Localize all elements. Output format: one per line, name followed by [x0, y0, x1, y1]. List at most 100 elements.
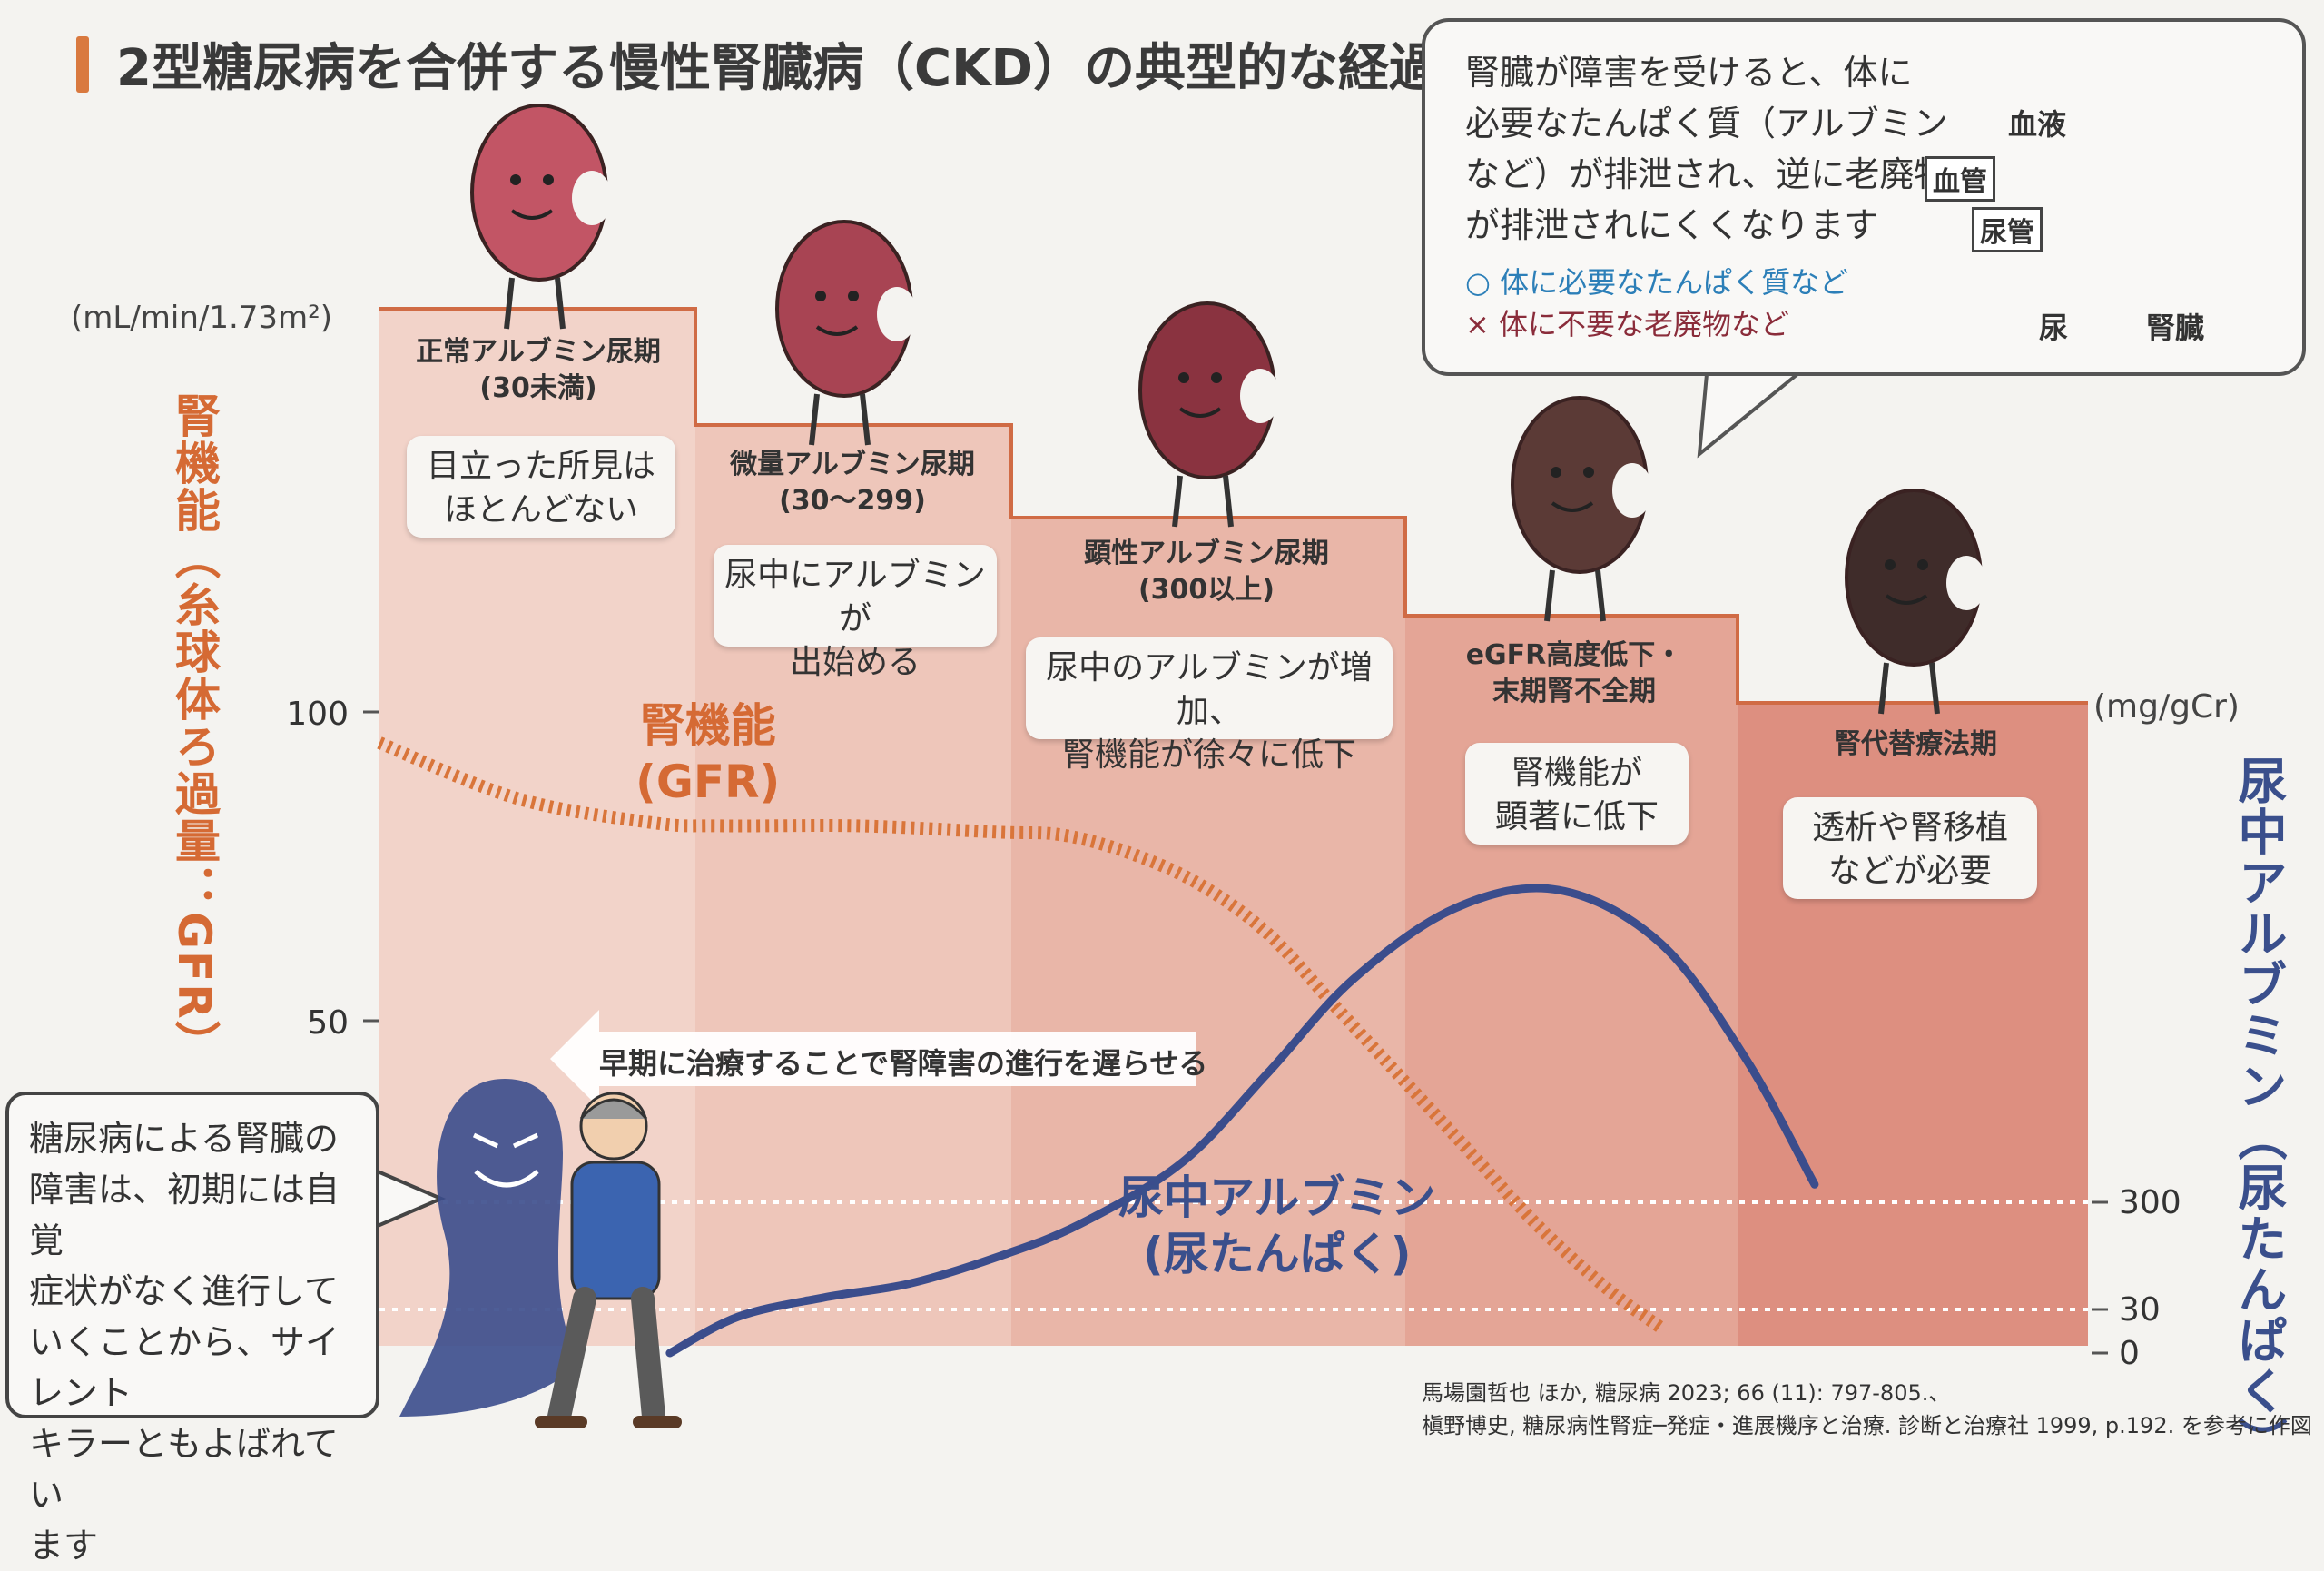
ckd-figure: 2型糖尿病を合併する慢性腎臓病（CKD）の典型的な経過 100 50 300 30 0 …: [5, 18, 2312, 1566]
albumin-label-line-1: 尿中アルブミン: [1118, 1171, 1436, 1224]
ghost-grin: [474, 1170, 539, 1188]
early-treatment-arrow: [550, 1010, 1196, 1108]
kidney-mouth: [1551, 501, 1594, 512]
callout-top-tail: [1697, 372, 1803, 459]
man-sweater: [570, 1161, 661, 1300]
anxious-kidney-icon: [1138, 301, 1280, 528]
stage-4-note-line-1: 腎機能が: [1511, 755, 1642, 792]
kidney-eye-left: [815, 291, 826, 301]
kidney-eye-right: [543, 174, 554, 185]
stage-5-note: 透析や腎移植 などが必要: [1783, 797, 2037, 899]
callout-left-line-2: 障害は、初期には自覚: [29, 1170, 340, 1260]
stage-3-name: 顕性アルブミン尿期: [1084, 538, 1329, 569]
ghost-icon: [399, 1079, 581, 1417]
stage-4-bar: [1405, 616, 1738, 1346]
kidney-diagram-kidney-label: 腎臓: [2146, 311, 2205, 345]
kidney-leg-right: [860, 393, 871, 446]
staircase-outline: [379, 307, 2088, 705]
stage-3-note: 尿中のアルブミンが増加、 腎機能が徐々に低下: [1026, 637, 1393, 774]
gfr-series-label: 腎機能 (GFR): [635, 697, 780, 810]
legend-waste: × 体に不要な老廃物など: [1465, 307, 1789, 341]
left-axis-units: (mL/min/1.73m²): [71, 300, 333, 336]
kidney-eye-right: [848, 291, 859, 301]
kidney-leg-right: [1223, 475, 1234, 528]
stage-1-range: (30未満): [479, 372, 597, 404]
right-axis-units: (mg/gCr): [2093, 688, 2240, 726]
callout-left-line-4: いくことから、サイレント: [29, 1322, 340, 1413]
kidney-leg-right: [1929, 662, 1940, 715]
kidney-notch: [1946, 556, 1986, 610]
stage-1-label: 正常アルブミン尿期 (30未満): [379, 334, 697, 407]
stage-3-note-line-1: 尿中のアルブミンが増加、: [1046, 649, 1373, 730]
right-tick-label-30: 30: [2119, 1291, 2161, 1329]
callout-left-line-1: 糖尿病による腎臓の: [29, 1119, 339, 1159]
legend-needed-protein: ○ 体に必要なたんぱく質など: [1465, 265, 1849, 300]
kidney-explanation-callout: 腎臓が障害を受けると、体に 必要なたんぱく質（アルブミン など）が排泄され、逆に…: [1422, 18, 2306, 376]
silent-killer-callout: 糖尿病による腎臓の 障害は、初期には自覚 症状がなく進行して いくことから、サイ…: [5, 1092, 379, 1566]
albumin-series-label: 尿中アルブミン (尿たんぱく): [1118, 1170, 1436, 1282]
kidney-mouth: [1885, 594, 1928, 605]
stage-1-note-line-2: ほとんどない: [443, 491, 639, 529]
stage-4-note: 腎機能が 顕著に低下: [1465, 743, 1689, 845]
stage-2-name: 微量アルブミン尿期: [730, 449, 975, 480]
kidney-eye-left: [1551, 467, 1561, 478]
stage-3-note-line-2: 腎機能が徐々に低下: [1061, 736, 1356, 774]
left-axis-label: 腎機能（糸球体ろ過量：GFR）: [168, 392, 221, 1068]
stage-5-note-line-1: 透析や腎移植: [1811, 809, 2008, 846]
kidney-diagram-ureter-label: 尿管: [1972, 207, 2043, 252]
kidney-notch: [572, 171, 612, 225]
stage-2-note-line-1: 尿中にアルブミンが: [724, 557, 986, 637]
stage-2-note: 尿中にアルブミンが 出始める: [714, 545, 997, 681]
stage-4-range: 末期腎不全期: [1492, 676, 1656, 707]
callout-top-line-3: など）が排泄され、逆に老廃物: [1465, 154, 1949, 194]
stage-2-note-line-2: 出始める: [789, 644, 921, 681]
kidney-leg-left: [504, 277, 515, 330]
callout-left-line-3: 症状がなく進行して: [29, 1271, 339, 1311]
kidney-leg-right: [555, 277, 566, 330]
stage-1-note-line-1: 目立った所見は: [426, 448, 655, 485]
kidney-leg-right: [1595, 569, 1606, 622]
right-axis-label: 尿中アルブミン（尿たんぱく）: [2230, 756, 2287, 1467]
callout-top-text: 腎臓が障害を受けると、体に 必要なたんぱく質（アルブミン など）が排泄され、逆に…: [1465, 47, 1948, 251]
kidney-mouth: [1178, 407, 1222, 418]
kidney-leg-left: [1544, 569, 1555, 622]
page-title: 2型糖尿病を合併する慢性腎臓病（CKD）の典型的な経過: [116, 39, 1440, 98]
man-hair: [579, 1098, 648, 1120]
stage-1-note: 目立った所見は ほとんどない: [407, 436, 675, 538]
dizzy-kidney-icon: [1511, 396, 1652, 622]
exhausted-kidney-icon: [1845, 489, 1986, 715]
kidney-eye-right: [1211, 372, 1222, 383]
stage-4-label: eGFR高度低下・ 末期腎不全期: [1411, 637, 1738, 710]
reference-citation: 馬場園哲也 ほか, 糖尿病 2023; 66 (11): 797-805.、 槇…: [1422, 1377, 2312, 1442]
gfr-label-line-2: (GFR): [635, 756, 781, 808]
stage-1-name: 正常アルブミン尿期: [416, 336, 661, 368]
stage-2-label: 微量アルブミン尿期 (30～299): [694, 447, 1011, 519]
kidney-mouth: [815, 325, 859, 336]
reference-line-2: 槇野博史, 糖尿病性腎症─発症・進展機序と治療. 診断と治療社 1999, p.…: [1422, 1413, 2312, 1438]
kidney-diagram-urine-label: 尿: [2039, 311, 2069, 345]
right-tick-label-300: 300: [2119, 1184, 2181, 1221]
stage-5-name: 腎代替療法期: [1834, 728, 1997, 760]
stage-5-note-line-2: などが必要: [1827, 853, 1992, 890]
stage-5-label: 腎代替療法期: [1743, 726, 2088, 763]
ghost-eyes: [472, 1132, 539, 1149]
kidney-leg-left: [1172, 475, 1183, 528]
kidney-eye-left: [1178, 372, 1189, 383]
callout-top-line-2: 必要なたんぱく質（アルブミン: [1465, 104, 1948, 143]
worried-kidney-icon: [775, 220, 917, 446]
walking-man-icon: [535, 1092, 682, 1428]
kidney-leg-left: [809, 393, 820, 446]
stage-3-range: (300以上): [1137, 574, 1275, 606]
left-tick-label-50: 50: [307, 1004, 349, 1042]
right-tick-label-0: 0: [2119, 1335, 2140, 1372]
kidney-eye-right: [1583, 467, 1594, 478]
happy-kidney-icon: [470, 104, 612, 330]
kidney-notch: [1240, 369, 1280, 423]
kidney-eye-left: [510, 174, 521, 185]
kidney-mouth: [510, 209, 554, 220]
stage-2-range: (30～299): [779, 485, 926, 517]
stage-4-note-line-2: 顕著に低下: [1494, 798, 1659, 835]
gfr-series-line: [377, 736, 1665, 1333]
kidney-leg-left: [1878, 662, 1889, 715]
stage-4-name: eGFR高度低下・: [1465, 639, 1683, 671]
